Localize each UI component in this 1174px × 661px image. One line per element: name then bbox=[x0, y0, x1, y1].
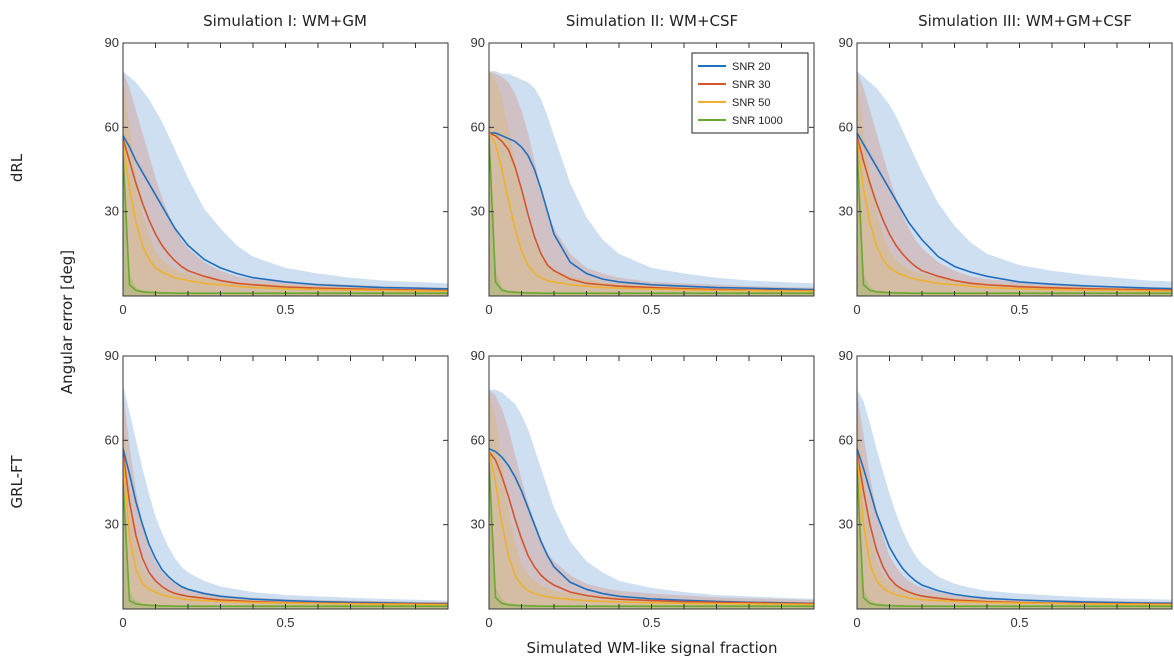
y-tick-label: 60 bbox=[839, 432, 853, 447]
y-tick-label: 90 bbox=[105, 348, 119, 363]
band-snr-20 bbox=[857, 389, 1172, 609]
y-tick-label: 90 bbox=[839, 348, 853, 363]
plot-area bbox=[489, 389, 814, 609]
panel-4: 30 60 90 0 0.5 bbox=[471, 348, 815, 630]
series-line-snr-50 bbox=[123, 457, 448, 606]
band-snr-30 bbox=[489, 389, 814, 609]
band-snr-50 bbox=[857, 76, 1172, 296]
legend-label: SNR 20 bbox=[732, 61, 771, 73]
x-tick-label: 0.5 bbox=[1010, 302, 1028, 317]
series-line-snr-30 bbox=[489, 451, 814, 605]
x-tick-label: 0 bbox=[853, 302, 860, 317]
legend-label: SNR 30 bbox=[732, 79, 771, 91]
col-title-1: Simulation I: WM+GM bbox=[203, 12, 367, 30]
y-axis-label: Angular error [deg] bbox=[58, 250, 76, 394]
y-tick-label: 30 bbox=[839, 204, 853, 219]
series-line-snr-50 bbox=[489, 132, 814, 293]
panel-1: 30 60 90 0 0.5 SNR 20 SNR 30 SNR 50 SNR 1000 bbox=[471, 35, 815, 317]
series-line-snr-20 bbox=[857, 132, 1172, 290]
x-tick-label: 0.5 bbox=[276, 615, 294, 630]
y-tick-label: 60 bbox=[105, 432, 119, 447]
series-line-snr-30 bbox=[857, 135, 1172, 292]
y-tick-label: 30 bbox=[471, 204, 485, 219]
series-line-snr-50 bbox=[489, 451, 814, 606]
y-tick-label: 60 bbox=[471, 432, 485, 447]
band-snr-30 bbox=[123, 71, 448, 296]
panel-frame bbox=[856, 42, 1173, 297]
series-line-snr-50 bbox=[857, 454, 1172, 606]
series-line-snr-20 bbox=[123, 135, 448, 290]
band-snr-50 bbox=[123, 406, 448, 609]
band-snr-50 bbox=[123, 76, 448, 296]
panel-frame bbox=[856, 355, 1173, 610]
row-label-drl: dRL bbox=[8, 153, 26, 182]
y-tick-label: 90 bbox=[839, 35, 853, 50]
y-tick-label: 60 bbox=[839, 119, 853, 134]
band-snr-50 bbox=[489, 392, 814, 609]
band-snr-20 bbox=[857, 71, 1172, 296]
series-line-snr-20 bbox=[489, 132, 814, 291]
x-tick-label: 0.5 bbox=[642, 302, 660, 317]
x-tick-label: 0 bbox=[119, 302, 126, 317]
panel-5: 30 60 90 0 0.5 bbox=[839, 348, 1173, 630]
band-snr-20 bbox=[123, 384, 448, 609]
x-tick-label: 0.5 bbox=[276, 302, 294, 317]
legend-label: SNR 1000 bbox=[732, 115, 783, 127]
band-snr-30 bbox=[857, 392, 1172, 609]
series-line-snr-30 bbox=[489, 132, 814, 292]
col-title-3: Simulation III: WM+GM+CSF bbox=[918, 12, 1132, 30]
x-tick-label: 0.5 bbox=[1010, 615, 1028, 630]
plot-area bbox=[857, 71, 1172, 296]
band-snr-30 bbox=[489, 71, 814, 296]
x-axis-label: Simulated WM-like signal fraction bbox=[527, 639, 778, 657]
legend-label: SNR 50 bbox=[732, 97, 771, 109]
series-line-snr-30 bbox=[123, 138, 448, 292]
y-tick-label: 60 bbox=[105, 119, 119, 134]
y-tick-label: 60 bbox=[471, 119, 485, 134]
y-tick-label: 30 bbox=[105, 517, 119, 532]
series-line-snr-20 bbox=[489, 448, 814, 605]
band-snr-20 bbox=[489, 71, 814, 296]
panel-2: 30 60 90 0 0.5 bbox=[839, 35, 1173, 317]
col-title-2: Simulation II: WM+CSF bbox=[566, 12, 738, 30]
plot-area bbox=[123, 71, 448, 296]
x-tick-label: 0 bbox=[119, 615, 126, 630]
band-snr-20 bbox=[123, 71, 448, 296]
y-tick-label: 90 bbox=[471, 348, 485, 363]
y-tick-label: 30 bbox=[105, 204, 119, 219]
band-snr-30 bbox=[123, 389, 448, 609]
plot-area bbox=[857, 389, 1172, 609]
series-line-snr-20 bbox=[123, 448, 448, 605]
band-snr-20 bbox=[489, 389, 814, 609]
series-line-snr-20 bbox=[857, 448, 1172, 605]
panel-3: 30 60 90 0 0.5 bbox=[105, 348, 449, 630]
legend: SNR 20 SNR 30 SNR 50 SNR 1000 bbox=[691, 52, 809, 134]
x-tick-label: 0.5 bbox=[642, 615, 660, 630]
x-tick-label: 0 bbox=[485, 302, 492, 317]
plot-area bbox=[123, 384, 448, 609]
y-tick-label: 30 bbox=[471, 517, 485, 532]
band-snr-30 bbox=[857, 71, 1172, 296]
band-snr-50 bbox=[857, 400, 1172, 609]
series-line-snr-50 bbox=[857, 138, 1172, 292]
series-line-snr-50 bbox=[123, 141, 448, 293]
x-tick-label: 0 bbox=[853, 615, 860, 630]
y-tick-label: 90 bbox=[105, 35, 119, 50]
x-tick-label: 0 bbox=[485, 615, 492, 630]
y-tick-label: 30 bbox=[839, 517, 853, 532]
panel-0: 30 60 90 0 0.5 bbox=[105, 35, 449, 317]
y-tick-label: 90 bbox=[471, 35, 485, 50]
row-label-grl-ft: GRL-FT bbox=[8, 455, 26, 509]
band-snr-50 bbox=[489, 71, 814, 296]
